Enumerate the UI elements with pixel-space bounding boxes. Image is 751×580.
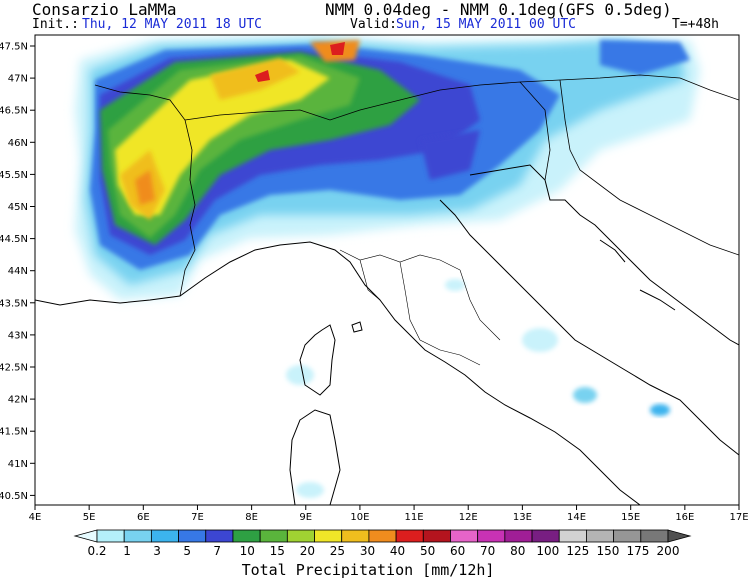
colorbar-level-label: 125 <box>566 544 589 558</box>
lon-tick-label: 17E <box>729 512 748 523</box>
lat-tick-label: 47.5N <box>0 42 28 53</box>
colorbar-swatch <box>341 529 370 543</box>
colorbar-level-label: 60 <box>450 544 465 558</box>
colorbar-level-label: 40 <box>390 544 405 558</box>
colorbar-swatch <box>178 529 207 543</box>
map-frame <box>34 34 740 506</box>
lon-tick-label: 11E <box>405 512 424 523</box>
colorbar-swatch <box>504 529 533 543</box>
colorbar-swatch <box>205 529 234 543</box>
init-label: Init.: <box>32 17 79 32</box>
colorbar-level-label: 175 <box>626 544 649 558</box>
colorbar-level-label: 1 <box>123 544 131 558</box>
colorbar-swatch <box>96 529 125 543</box>
lat-tick-label: 44N <box>8 266 28 277</box>
valid-time: Sun, 15 MAY 2011 00 UTC <box>396 17 577 32</box>
colorbar-level-label: 70 <box>480 544 495 558</box>
lon-tick-label: 15E <box>621 512 640 523</box>
colorbar-swatch <box>314 529 343 543</box>
colorbar-swatch <box>558 529 587 543</box>
agency-title: Consarzio LaMMa <box>32 0 177 19</box>
latitude-axis: 47.5N 47N 46.5N 46N 45.5N 45N 44.5N 44N 43.5N 43N… <box>0 42 35 502</box>
lat-tick-label: 46N <box>8 138 28 149</box>
lat-tick-label: 44.5N <box>0 234 28 245</box>
precipitation-field <box>75 38 700 498</box>
colorbar-swatch <box>150 529 179 543</box>
colorbar-swatch <box>477 529 506 543</box>
colorbar-level-label: 30 <box>360 544 375 558</box>
lat-tick-label: 43.5N <box>0 298 28 309</box>
colorbar-level-label: 20 <box>300 544 315 558</box>
forecast-step: T=+48h <box>672 17 719 32</box>
lat-tick-label: 43N <box>8 330 28 341</box>
lat-tick-label: 42.5N <box>0 363 28 374</box>
colorbar-swatch <box>123 529 152 543</box>
colorbar: 0.2 1 3 5 7 10 15 20 25 30 40 50 60 70 80 100 125 150 175 2… <box>73 529 692 558</box>
lat-tick-label: 45.5N <box>0 170 28 181</box>
model-title: NMM 0.04deg - NMM 0.1deg(GFS 0.5deg) <box>325 0 672 19</box>
coastlines <box>35 74 739 505</box>
lon-tick-label: 7E <box>191 512 204 523</box>
colorbar-swatch <box>422 529 451 543</box>
colorbar-level-label: 5 <box>183 544 191 558</box>
lat-tick-label: 46.5N <box>0 106 28 117</box>
colorbar-level-label: 7 <box>213 544 221 558</box>
colorbar-swatch <box>259 529 288 543</box>
colorbar-swatch <box>395 529 424 543</box>
colorbar-min-arrow <box>73 529 98 543</box>
colorbar-title: Total Precipitation [mm/12h] <box>242 561 495 579</box>
colorbar-level-label: 0.2 <box>87 544 106 558</box>
lat-tick-label: 42N <box>8 395 28 406</box>
lat-tick-label: 45N <box>8 202 28 213</box>
colorbar-level-label: 150 <box>596 544 619 558</box>
colorbar-level-label: 50 <box>420 544 435 558</box>
colorbar-level-label: 15 <box>270 544 285 558</box>
colorbar-level-label: 100 <box>536 544 559 558</box>
lon-tick-label: 6E <box>137 512 150 523</box>
colorbar-swatch <box>586 529 615 543</box>
lon-tick-label: 8E <box>245 512 258 523</box>
colorbar-swatch <box>531 529 560 543</box>
colorbar-level-label: 10 <box>240 544 255 558</box>
lat-tick-label: 40.5N <box>0 491 28 502</box>
lat-tick-label: 41N <box>8 459 28 470</box>
lon-tick-label: 5E <box>83 512 96 523</box>
colorbar-level-label: 25 <box>330 544 345 558</box>
lat-tick-label: 41.5N <box>0 427 28 438</box>
lon-tick-label: 12E <box>459 512 478 523</box>
colorbar-swatch <box>232 529 261 543</box>
lon-tick-label: 16E <box>675 512 694 523</box>
lon-tick-label: 4E <box>29 512 42 523</box>
valid-label: Valid: <box>350 17 397 32</box>
colorbar-level-label: 80 <box>510 544 525 558</box>
colorbar-level-label: 200 <box>657 544 680 558</box>
lon-tick-label: 9E <box>299 512 312 523</box>
lon-tick-label: 14E <box>567 512 586 523</box>
lat-tick-label: 47N <box>8 74 28 85</box>
colorbar-level-label: 3 <box>153 544 161 558</box>
longitude-axis: 4E 5E 6E 7E 8E 9E 10E 11E 12E 13E 14E 15E 16E 17E <box>29 505 749 523</box>
colorbar-swatch <box>640 529 669 543</box>
init-time: Thu, 12 MAY 2011 18 UTC <box>82 17 263 32</box>
lon-tick-label: 10E <box>350 512 369 523</box>
colorbar-max-arrow <box>667 529 692 543</box>
colorbar-swatch <box>368 529 397 543</box>
colorbar-swatch <box>613 529 642 543</box>
colorbar-swatch <box>450 529 479 543</box>
lon-tick-label: 13E <box>513 512 532 523</box>
colorbar-swatch <box>286 529 315 543</box>
